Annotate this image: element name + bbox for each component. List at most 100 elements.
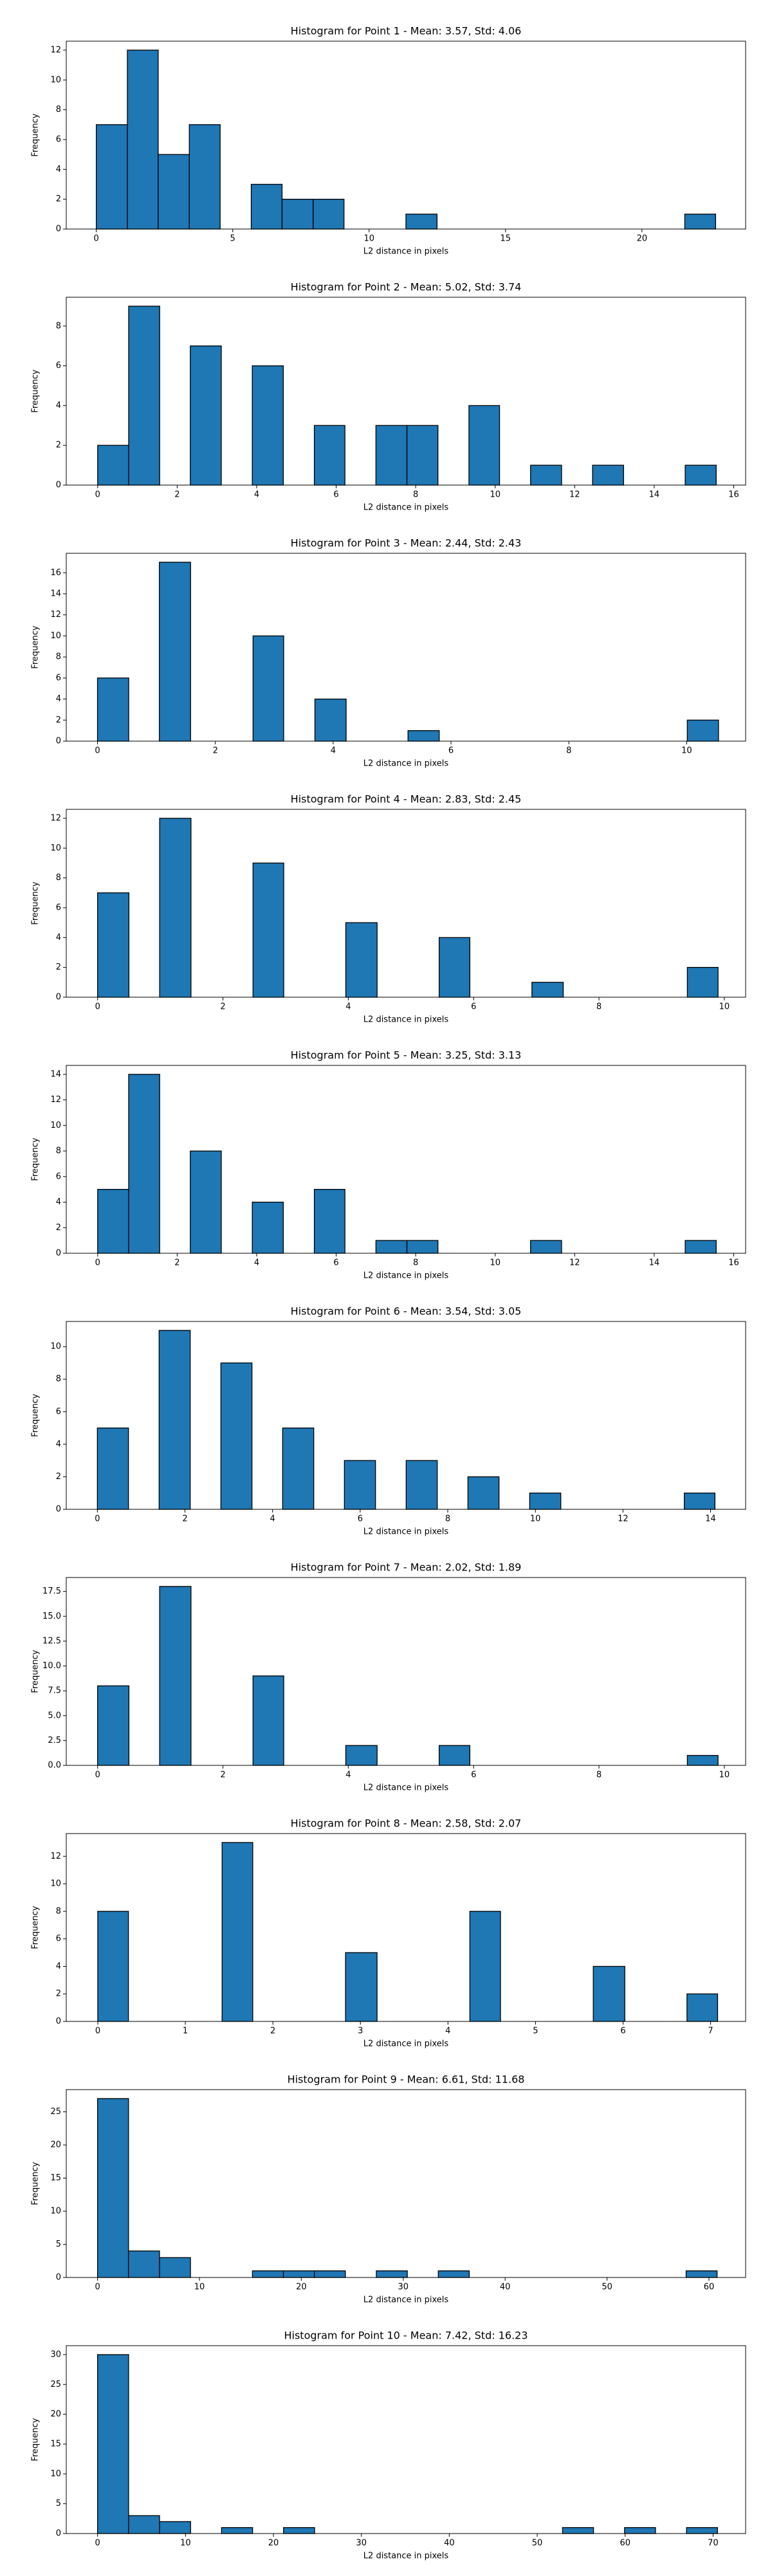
y-tick-label: 4 [56, 1962, 61, 1971]
histogram-bar [686, 719, 719, 742]
histogram-panel: Histogram for Point 10 - Mean: 7.42, Std… [31, 2330, 746, 2561]
histogram-bar [469, 1911, 501, 2022]
y-tick-label: 12.5 [42, 1636, 61, 1646]
x-tick-label: 0 [95, 2027, 100, 2036]
x-tick-label: 10 [719, 1002, 730, 1012]
x-tick-label: 4 [445, 2027, 450, 2036]
axes-frame [66, 553, 746, 742]
x-tick-label: 6 [333, 1258, 338, 1268]
histogram-bar [252, 862, 284, 998]
x-tick-label: 10 [180, 2539, 191, 2548]
chart-title: Histogram for Point 9 - Mean: 6.61, Std:… [288, 2074, 525, 2086]
histogram-bar [282, 2270, 315, 2278]
histogram-panel: Histogram for Point 3 - Mean: 2.44, Std:… [31, 537, 746, 769]
histogram-bar [97, 2354, 129, 2534]
y-tick-label: 4 [56, 1197, 61, 1207]
x-tick-label: 2 [213, 746, 218, 756]
x-tick-label: 10 [681, 746, 692, 756]
histogram-bar [405, 214, 437, 230]
chart-title: Histogram for Point 2 - Mean: 5.02, Std:… [291, 281, 522, 293]
x-tick-label: 10 [490, 490, 501, 500]
histogram-panel: Histogram for Point 8 - Mean: 2.58, Std:… [31, 1817, 746, 2049]
x-tick-label: 5 [230, 234, 235, 244]
histogram-bar [252, 635, 284, 742]
chart-title: Histogram for Point 7 - Mean: 2.02, Std:… [291, 1561, 522, 1574]
y-tick-label: 8 [56, 1374, 61, 1384]
axes-frame [66, 2345, 746, 2534]
y-tick-label: 25 [50, 2107, 61, 2117]
y-tick-label: 10 [50, 843, 61, 853]
y-tick-label: 0.0 [48, 1761, 61, 1771]
histogram-bar [406, 425, 439, 486]
x-tick-label: 10 [490, 1258, 501, 1268]
y-tick-label: 2 [56, 1989, 61, 1999]
histogram-bar [592, 465, 624, 486]
y-tick-label: 4 [56, 401, 61, 410]
y-axis-label: Frequency [31, 881, 41, 925]
y-tick-label: 2 [56, 715, 61, 725]
x-tick-label: 8 [413, 1258, 418, 1268]
y-tick-label: 16 [50, 568, 61, 578]
histogram-panel: Histogram for Point 6 - Mean: 3.54, Std:… [31, 1305, 746, 1537]
histogram-bar [624, 2527, 656, 2534]
y-tick-label: 8 [56, 1906, 61, 1916]
x-tick-label: 8 [445, 1514, 450, 1524]
histogram-panel: Histogram for Point 1 - Mean: 3.57, Std:… [31, 25, 746, 257]
histogram-bar [684, 1493, 715, 1510]
chart-title: Histogram for Point 6 - Mean: 3.54, Std:… [291, 1305, 522, 1318]
y-tick-label: 17.5 [42, 1587, 61, 1596]
histogram-bar [438, 937, 471, 998]
histogram-bar [128, 2250, 160, 2278]
axes-frame [66, 1321, 746, 1510]
histogram-bar [190, 345, 222, 486]
histogram-bar [252, 1201, 284, 1254]
x-tick-label: 70 [708, 2539, 719, 2548]
x-tick-label: 60 [620, 2539, 630, 2548]
histogram-bar [221, 2527, 253, 2534]
histogram-bar [405, 1460, 438, 1510]
x-tick-label: 10 [719, 1771, 730, 1780]
histogram-bar [159, 562, 191, 742]
y-tick-label: 0 [56, 737, 61, 746]
x-tick-label: 6 [620, 2027, 625, 2036]
x-tick-label: 30 [398, 2283, 409, 2292]
x-tick-label: 6 [358, 1514, 363, 1524]
histogram-bar [96, 1427, 129, 1510]
histogram-bar [159, 818, 192, 998]
y-tick-label: 4 [56, 1439, 61, 1449]
y-tick-label: 12 [50, 1852, 61, 1861]
y-tick-label: 12 [50, 1095, 61, 1105]
y-axis-label: Frequency [31, 1906, 41, 1949]
y-tick-label: 6 [56, 361, 61, 371]
x-tick-label: 8 [566, 746, 571, 756]
y-tick-label: 0 [56, 2529, 61, 2539]
histogram-bar [562, 2527, 594, 2534]
y-tick-label: 12 [50, 45, 61, 55]
x-tick-label: 12 [618, 1514, 629, 1524]
x-tick-label: 20 [637, 234, 648, 244]
x-tick-label: 2 [174, 490, 179, 500]
x-tick-label: 12 [569, 1258, 580, 1268]
x-axis-label: L2 distance in pixels [363, 2039, 449, 2049]
histogram-bar [96, 677, 129, 742]
y-tick-label: 8 [56, 321, 61, 331]
y-tick-label: 12 [50, 610, 61, 620]
y-tick-label: 2 [56, 962, 61, 972]
histogram-bar [468, 405, 501, 486]
y-tick-label: 10.0 [42, 1661, 61, 1671]
chart-title: Histogram for Point 3 - Mean: 2.44, Std:… [291, 537, 522, 549]
histogram-bar [97, 892, 130, 998]
x-tick-label: 6 [471, 1002, 476, 1012]
axes-frame [66, 1833, 746, 2022]
y-tick-label: 2 [56, 194, 61, 204]
y-tick-label: 6 [56, 1172, 61, 1181]
histogram-bar [438, 1745, 471, 1766]
y-tick-label: 15.0 [42, 1612, 61, 1621]
y-tick-label: 5 [56, 2499, 61, 2508]
histogram-bar [97, 1911, 129, 2022]
x-tick-label: 5 [533, 2027, 538, 2036]
y-tick-label: 2 [56, 1472, 61, 1482]
x-tick-label: 0 [95, 2539, 100, 2548]
histogram-bar [467, 1476, 500, 1510]
